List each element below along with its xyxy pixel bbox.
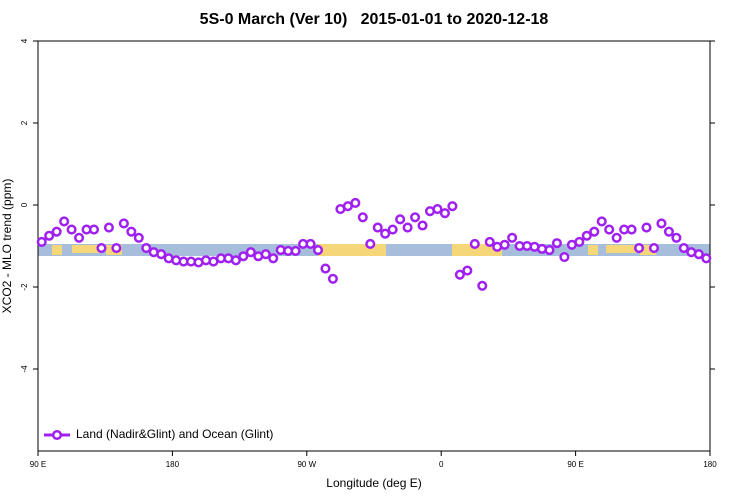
data-point <box>574 236 585 247</box>
data-point <box>432 204 443 215</box>
data-point <box>402 222 413 233</box>
data-point <box>290 245 301 256</box>
land-patch <box>452 244 502 256</box>
y-tick-label: 2 <box>20 120 29 125</box>
data-point <box>410 212 421 223</box>
data-point <box>447 201 458 212</box>
legend-marker <box>51 429 63 441</box>
land-patch <box>606 245 636 253</box>
land-patch <box>640 245 656 255</box>
data-point <box>320 263 331 274</box>
x-tick-label: 180 <box>166 460 180 469</box>
data-point <box>648 243 660 254</box>
data-point <box>395 214 406 225</box>
land-patch <box>52 245 62 255</box>
x-tick-label: 180 <box>703 460 717 469</box>
data-point <box>499 239 510 250</box>
land-patch <box>72 245 102 253</box>
data-point <box>611 232 622 243</box>
data-point <box>454 269 465 280</box>
data-point <box>604 224 615 235</box>
y-tick-label: 4 <box>20 38 29 43</box>
x-tick-label: 90 E <box>567 460 583 469</box>
data-point <box>469 238 480 249</box>
data-point <box>74 232 85 243</box>
data-point <box>245 247 256 258</box>
legend-label: Land (Nadir&Glint) and Ocean (Glint) <box>76 427 273 441</box>
data-point <box>589 226 600 237</box>
land-patch <box>588 245 598 255</box>
x-tick-label: 90 E <box>30 460 46 469</box>
data-point <box>51 226 62 237</box>
data-point <box>477 280 488 291</box>
data-point <box>551 238 562 249</box>
data-point <box>238 251 249 262</box>
data-point <box>126 226 137 237</box>
data-point <box>693 249 704 260</box>
data-point <box>559 252 570 263</box>
data-point <box>387 224 398 235</box>
data-point <box>365 238 376 249</box>
data-point <box>66 224 77 235</box>
data-point <box>133 232 144 243</box>
data-point <box>678 243 689 254</box>
data-point <box>260 249 271 260</box>
y-tick-label: 0 <box>20 202 29 207</box>
data-point <box>417 220 428 231</box>
data-point <box>439 208 450 219</box>
data-point <box>103 222 114 233</box>
data-point <box>230 255 241 266</box>
data-point <box>327 273 338 284</box>
x-tick-label: 90 W <box>297 460 316 469</box>
data-point <box>671 232 682 243</box>
data-point <box>596 216 607 227</box>
data-point <box>634 243 645 254</box>
data-point <box>701 253 712 264</box>
x-axis-label: Longitude (deg E) <box>326 476 421 490</box>
data-point <box>544 245 555 256</box>
data-point <box>581 230 592 241</box>
data-point <box>118 218 129 229</box>
data-point <box>156 249 167 260</box>
data-point <box>462 265 473 276</box>
y-tick-label: -2 <box>20 283 29 291</box>
data-point <box>305 238 316 249</box>
data-point <box>96 243 107 254</box>
data-point <box>507 232 518 243</box>
data-point <box>59 216 70 227</box>
data-point <box>641 222 652 233</box>
data-point <box>111 243 122 254</box>
y-axis-label: XCO2 - MLO trend (ppm) <box>0 179 14 314</box>
data-point <box>372 222 383 233</box>
data-point <box>350 197 361 208</box>
y-tick-label: -4 <box>20 365 29 373</box>
data-point <box>656 218 667 229</box>
data-point <box>357 212 368 223</box>
data-point <box>88 224 100 235</box>
data-point <box>312 245 324 256</box>
plot-frame <box>37 40 711 452</box>
data-point <box>380 228 391 239</box>
land-patch <box>318 244 386 256</box>
chart-title: 5S-0 March (Ver 10) 2015-01-01 to 2020-1… <box>200 11 549 28</box>
data-point <box>36 236 47 247</box>
data-point <box>484 236 495 247</box>
data-point <box>44 230 55 241</box>
data-point <box>141 243 152 254</box>
data-point <box>268 253 279 264</box>
data-point <box>626 224 637 235</box>
data-point <box>663 226 674 237</box>
x-tick-label: 0 <box>439 460 444 469</box>
